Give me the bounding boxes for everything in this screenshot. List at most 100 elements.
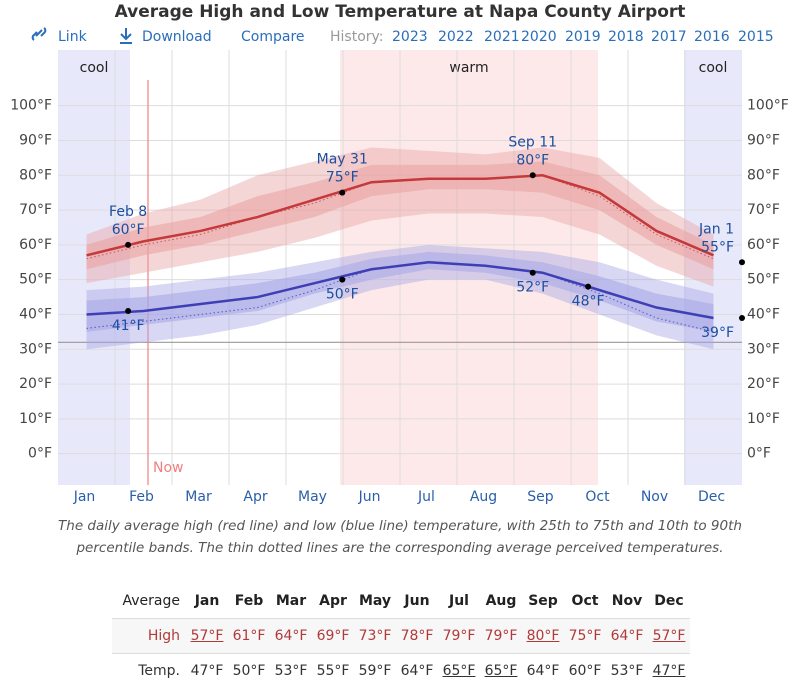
annotation-dot bbox=[339, 277, 345, 283]
annotation-label: 75°F bbox=[326, 170, 359, 186]
table-cell: 59°F bbox=[354, 654, 396, 688]
y-tick-label-right: 30°F bbox=[747, 341, 780, 357]
table-cell: Jul bbox=[438, 584, 480, 619]
annotation-label: 55°F bbox=[701, 239, 734, 255]
table-cell: Oct bbox=[564, 584, 606, 619]
table-cell: 75°F bbox=[564, 619, 606, 654]
annotation-date: Jan 1 bbox=[698, 221, 734, 237]
season-label: cool bbox=[80, 60, 109, 76]
table-cell: Temp. bbox=[112, 654, 186, 688]
table-cell: May bbox=[354, 584, 396, 619]
x-tick-label: Mar bbox=[185, 489, 212, 505]
annotation-dot bbox=[585, 284, 591, 290]
y-tick-label-right: 20°F bbox=[747, 376, 780, 392]
table-cell: Sep bbox=[522, 584, 564, 619]
chart-title: Average High and Low Temperature at Napa… bbox=[115, 2, 686, 22]
history-year[interactable]: 2018 bbox=[608, 29, 644, 45]
table-cell: 64°F bbox=[606, 619, 648, 654]
x-tick-label: May bbox=[298, 489, 327, 505]
annotation-label: 80°F bbox=[516, 152, 549, 168]
x-tick-label: Sep bbox=[527, 489, 554, 505]
history-year[interactable]: 2015 bbox=[738, 29, 774, 45]
table-cell: 64°F bbox=[270, 619, 312, 654]
annotation-dot bbox=[125, 242, 131, 248]
annotation-date: Feb 8 bbox=[109, 204, 147, 220]
table-cell: 79°F bbox=[480, 619, 522, 654]
x-tick-label: Feb bbox=[129, 489, 154, 505]
y-tick-label: 50°F bbox=[19, 272, 52, 288]
annotation-label: 52°F bbox=[516, 280, 549, 296]
y-tick-label: 70°F bbox=[19, 202, 52, 218]
table-cell: Dec bbox=[648, 584, 690, 619]
annotation-dot bbox=[739, 315, 745, 321]
table-cell[interactable]: 80°F bbox=[522, 619, 564, 654]
history-label: History: bbox=[330, 29, 384, 45]
table-cell: 79°F bbox=[438, 619, 480, 654]
table-cell: 53°F bbox=[606, 654, 648, 688]
table-cell: Jan bbox=[186, 584, 228, 619]
table-cell: Feb bbox=[228, 584, 270, 619]
history-year[interactable]: 2023 bbox=[392, 29, 428, 45]
table-cell: Average bbox=[112, 584, 186, 619]
table-cell[interactable]: 57°F bbox=[186, 619, 228, 654]
nav-compare[interactable]: Compare bbox=[241, 29, 305, 45]
y-tick-label: 40°F bbox=[19, 306, 52, 322]
annotation-label: 39°F bbox=[701, 325, 734, 341]
download-icon bbox=[120, 28, 132, 43]
y-tick-label: 20°F bbox=[19, 376, 52, 392]
table-cell: 53°F bbox=[270, 654, 312, 688]
table-cell: 61°F bbox=[228, 619, 270, 654]
x-tick-label: Nov bbox=[641, 489, 668, 505]
y-tick-label: 100°F bbox=[10, 98, 52, 114]
table-cell: Mar bbox=[270, 584, 312, 619]
season-label: cool bbox=[699, 60, 728, 76]
table-cell: 64°F bbox=[522, 654, 564, 688]
y-tick-label-right: 10°F bbox=[747, 411, 780, 427]
nav-download[interactable]: Download bbox=[142, 29, 212, 45]
annotation-label: 48°F bbox=[572, 294, 605, 310]
y-tick-label-right: 60°F bbox=[747, 237, 780, 253]
table-cell[interactable]: 65°F bbox=[480, 654, 522, 688]
history-year[interactable]: 2017 bbox=[651, 29, 687, 45]
table-cell: 60°F bbox=[564, 654, 606, 688]
nav-link[interactable]: Link bbox=[58, 29, 88, 45]
y-tick-label: 60°F bbox=[19, 237, 52, 253]
y-tick-label: 30°F bbox=[19, 341, 52, 357]
table-cell[interactable]: 57°F bbox=[648, 619, 690, 654]
annotation-dot bbox=[530, 172, 536, 178]
annotation-dot bbox=[339, 190, 345, 196]
table-cell: 50°F bbox=[228, 654, 270, 688]
y-tick-label-right: 0°F bbox=[747, 446, 771, 462]
history-year[interactable]: 2019 bbox=[565, 29, 601, 45]
history-year[interactable]: 2016 bbox=[694, 29, 730, 45]
table-cell: 55°F bbox=[312, 654, 354, 688]
y-tick-label: 10°F bbox=[19, 411, 52, 427]
y-tick-label-right: 40°F bbox=[747, 306, 780, 322]
table-cell[interactable]: 47°F bbox=[648, 654, 690, 688]
annotation-date: May 31 bbox=[317, 152, 368, 168]
table-cell: 73°F bbox=[354, 619, 396, 654]
table-cell: Nov bbox=[606, 584, 648, 619]
y-tick-label-right: 70°F bbox=[747, 202, 780, 218]
annotation-dot bbox=[530, 270, 536, 276]
table-cell: 78°F bbox=[396, 619, 438, 654]
table-cell[interactable]: 65°F bbox=[438, 654, 480, 688]
annotation-dot bbox=[125, 308, 131, 314]
history-year[interactable]: 2021 bbox=[484, 29, 520, 45]
caption: The daily average high (red line) and lo… bbox=[40, 515, 760, 559]
annotation-label: 50°F bbox=[326, 287, 359, 303]
x-tick-label: Oct bbox=[585, 489, 610, 505]
history-year[interactable]: 2022 bbox=[438, 29, 474, 45]
table-cell: High bbox=[112, 619, 186, 654]
table-cell: Jun bbox=[396, 584, 438, 619]
x-tick-label: Jul bbox=[417, 489, 435, 505]
table-cell: 47°F bbox=[186, 654, 228, 688]
annotation-label: 60°F bbox=[112, 222, 145, 238]
y-tick-label: 80°F bbox=[19, 167, 52, 183]
history-year[interactable]: 2020 bbox=[521, 29, 557, 45]
